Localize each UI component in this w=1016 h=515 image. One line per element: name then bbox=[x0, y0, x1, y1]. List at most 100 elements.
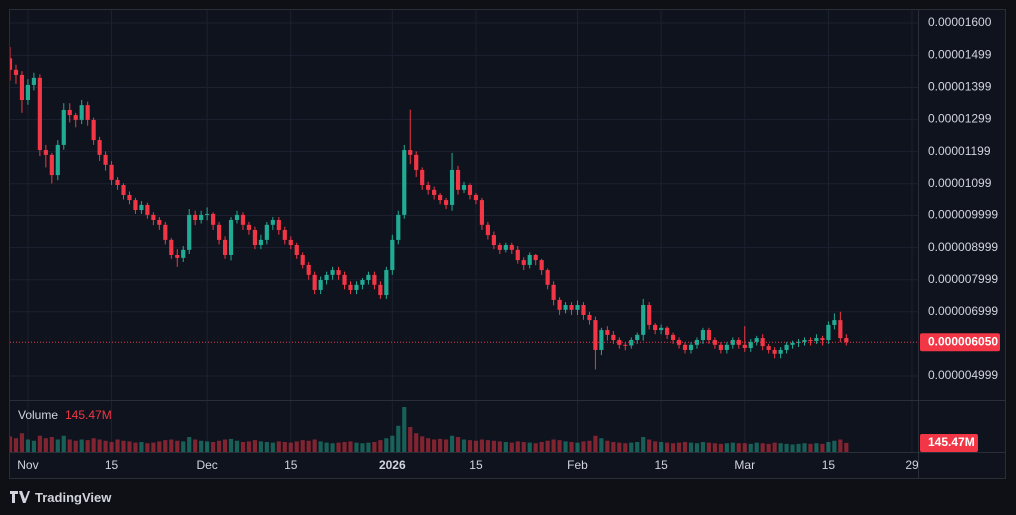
x-tick-label: 15 bbox=[284, 458, 298, 472]
volume-bar bbox=[97, 439, 102, 452]
volume-bar bbox=[139, 442, 144, 452]
x-tick-label: 15 bbox=[469, 458, 483, 472]
candle-body bbox=[300, 254, 305, 265]
candle-body bbox=[587, 314, 592, 321]
time-axis: Nov 15 Dec 15 2026 15 Feb 15 Mar 15 29 bbox=[17, 458, 918, 472]
candle-body bbox=[366, 274, 371, 280]
footer-brand: TradingView bbox=[35, 489, 112, 505]
volume-bar bbox=[216, 440, 222, 452]
y-tick-label: 0.00001299 bbox=[928, 112, 992, 126]
volume-bar bbox=[814, 443, 819, 452]
candle-body bbox=[79, 105, 84, 120]
volume-bar bbox=[760, 443, 765, 452]
volume-bar bbox=[796, 443, 801, 452]
volume-bar bbox=[43, 438, 48, 452]
candle-body bbox=[318, 280, 323, 290]
volume-bar bbox=[372, 442, 377, 452]
candle-body bbox=[665, 327, 670, 335]
candle-body bbox=[31, 77, 36, 85]
volume-bar bbox=[49, 437, 54, 452]
candle-body bbox=[115, 179, 120, 186]
candle-body bbox=[808, 340, 813, 341]
candle-body bbox=[443, 200, 449, 205]
candle-body bbox=[169, 239, 174, 255]
volume-bar bbox=[163, 440, 168, 452]
volume-bar bbox=[605, 440, 610, 452]
candle-body bbox=[216, 224, 222, 240]
volume-bar bbox=[670, 443, 676, 452]
volume-bar bbox=[402, 407, 407, 452]
volume-bar bbox=[31, 440, 36, 452]
volume-bar bbox=[157, 441, 162, 452]
volume-bar bbox=[300, 440, 305, 452]
volume-bar bbox=[766, 443, 771, 452]
candle-body bbox=[234, 214, 240, 220]
candle-body bbox=[127, 194, 132, 201]
volume-bar bbox=[115, 439, 120, 452]
candle-body bbox=[10, 58, 13, 70]
candle-body bbox=[635, 334, 640, 340]
volume-bar bbox=[832, 440, 837, 452]
candle-body bbox=[348, 284, 353, 290]
candle-body bbox=[133, 200, 138, 211]
candle-body bbox=[109, 164, 114, 180]
candle-body bbox=[163, 224, 168, 240]
volume-bar bbox=[37, 435, 42, 452]
volume-bar bbox=[151, 442, 156, 452]
x-tick-label: 15 bbox=[105, 458, 119, 472]
volume-bar bbox=[354, 442, 359, 452]
candle-body bbox=[420, 169, 425, 186]
volume-legend-value: 145.47M bbox=[65, 408, 112, 422]
y-tick-label: 0.00001199 bbox=[928, 144, 991, 158]
volume-bar bbox=[270, 442, 275, 452]
candle-body bbox=[754, 338, 759, 342]
volume-bar bbox=[288, 442, 293, 452]
candle-body bbox=[814, 338, 819, 341]
candle-body bbox=[647, 305, 652, 325]
volume-bar bbox=[312, 439, 317, 452]
volume-bar bbox=[414, 433, 419, 452]
candle-body bbox=[43, 150, 48, 155]
y-tick-label: 0.00001399 bbox=[928, 80, 992, 94]
volume-bar bbox=[246, 441, 252, 452]
candle-body bbox=[545, 270, 550, 285]
volume-bar bbox=[808, 443, 813, 452]
volume-bar bbox=[467, 440, 473, 452]
volume-bar bbox=[653, 441, 658, 452]
candle-body bbox=[694, 340, 700, 345]
last-volume-badge bbox=[920, 434, 978, 452]
candle-body bbox=[455, 169, 461, 190]
volume-bar bbox=[109, 442, 114, 452]
volume-bar bbox=[473, 440, 479, 452]
candle-body bbox=[449, 169, 455, 205]
volume-bar bbox=[19, 433, 25, 452]
candle-body bbox=[187, 214, 192, 250]
volume-bar bbox=[264, 442, 269, 452]
candle-body bbox=[25, 84, 31, 100]
volume-bar bbox=[676, 442, 682, 452]
candle-body bbox=[772, 349, 777, 354]
volume-bar bbox=[581, 441, 586, 452]
candle-body bbox=[205, 213, 210, 215]
candle-body bbox=[330, 270, 335, 275]
volume-bar bbox=[527, 442, 532, 452]
volume-bar bbox=[336, 442, 341, 452]
candle-body bbox=[796, 341, 801, 343]
volume-bar bbox=[67, 439, 72, 452]
candle-body bbox=[581, 305, 586, 315]
volume-bar bbox=[426, 438, 431, 452]
candle-body bbox=[61, 109, 66, 145]
volume-bar bbox=[784, 443, 789, 452]
volume-bar bbox=[688, 442, 694, 452]
candle-body bbox=[252, 229, 258, 246]
volume-bar bbox=[85, 440, 90, 452]
volume-bar bbox=[742, 443, 747, 452]
chart-frame bbox=[9, 9, 1006, 479]
volume-bar bbox=[491, 440, 496, 452]
volume-bar bbox=[169, 439, 174, 452]
candle-body bbox=[67, 109, 72, 116]
volume-bar bbox=[330, 443, 335, 452]
volume-bar bbox=[521, 442, 526, 452]
candle-body bbox=[121, 185, 126, 195]
volume-bar bbox=[724, 443, 729, 452]
